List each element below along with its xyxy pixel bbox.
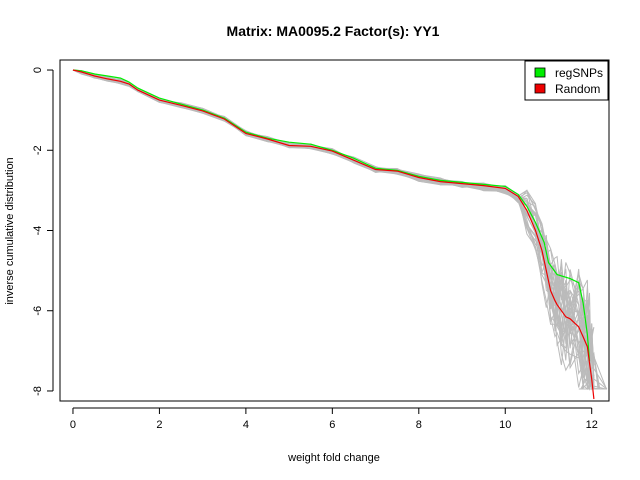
y-axis-label: inverse cumulative distribution (4, 157, 16, 304)
x-tick-label: 2 (156, 419, 162, 431)
legend-box (524, 60, 609, 101)
y-tick-label: 0 (32, 67, 44, 73)
chart-title: Matrix: MA0095.2 Factor(s): YY1 (227, 23, 440, 39)
series-line-random (72, 69, 595, 400)
y-axis: 0 -2 -4 -6 -8 (32, 67, 54, 396)
x-tick-label: 6 (329, 419, 335, 431)
series-lines (72, 69, 595, 400)
legend-label-random: Random (555, 82, 600, 96)
plot-frame (59, 59, 610, 402)
legend-label-regsnps: regSNPs (555, 66, 603, 80)
x-tick-label: 10 (499, 419, 511, 431)
x-tick-label: 4 (243, 419, 249, 431)
x-tick-label: 8 (416, 419, 422, 431)
legend: regSNPs Random (524, 60, 609, 101)
y-tick-label: -2 (32, 145, 44, 155)
x-tick-label: 0 (70, 419, 76, 431)
x-tick-label: 12 (586, 419, 598, 431)
series-line-regsnps (72, 69, 591, 361)
x-axis-label: weight fold change (287, 452, 380, 464)
y-tick-label: -8 (32, 386, 44, 396)
y-tick-label: -4 (32, 226, 44, 236)
x-axis: 0 2 4 6 8 10 12 (70, 407, 598, 431)
y-tick-label: -6 (32, 306, 44, 316)
legend-swatch-random (534, 83, 546, 94)
legend-swatch-regsnps (534, 67, 546, 78)
